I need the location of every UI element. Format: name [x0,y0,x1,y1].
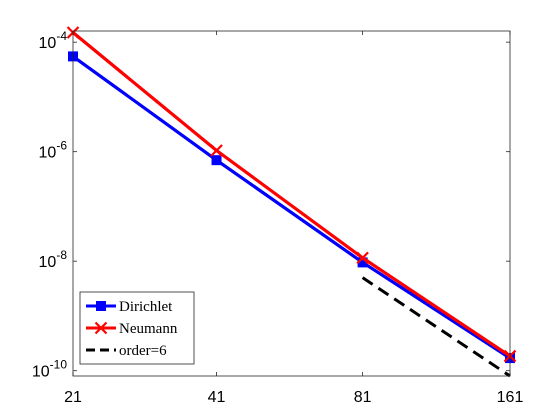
legend-marker-neumann [94,321,108,335]
series-line-dirichlet [72,55,511,360]
y-tick-exponent: -10 [50,358,68,372]
marker-stroke [210,144,223,157]
data-point-neumann [210,144,223,157]
legend: Dirichlet Neumann order=6 [79,291,195,365]
x-tick-label: 161 [497,389,524,406]
y-tick-base: 10 [39,35,57,52]
legend-label-neumann: Neumann [119,321,178,337]
plot-frame [72,30,511,377]
y-tick-exponent: -4 [56,29,67,43]
series-layer [66,26,517,378]
y-tick-base: 10 [39,254,57,271]
y-tick-label: 10-6 [39,139,68,162]
y-tick-label: 10-4 [39,29,68,52]
y-tick-label: 10-10 [32,358,67,381]
series-order-6 [361,276,511,378]
marker-stroke [94,321,108,335]
data-point-neumann [356,251,369,265]
y-tick-label: 10-8 [39,248,68,271]
marker-stroke [356,251,369,265]
y-tick-exponent: -8 [56,248,67,262]
legend-label-dirichlet: Dirichlet [119,299,173,315]
y-tick-exponent: -6 [56,139,67,153]
legend-marker-dirichlet [96,301,106,311]
y-tick-base: 10 [32,364,50,381]
series-line-neumann [71,31,511,358]
x-tick-label: 41 [208,389,226,406]
x-tick-label: 21 [64,389,82,406]
series-neumann [66,26,517,363]
series-line-order-6 [361,276,511,378]
y-tick-base: 10 [39,145,57,162]
legend-label-order-6: order=6 [119,343,167,359]
x-tick-label: 81 [354,389,372,406]
data-point-dirichlet [211,155,222,166]
